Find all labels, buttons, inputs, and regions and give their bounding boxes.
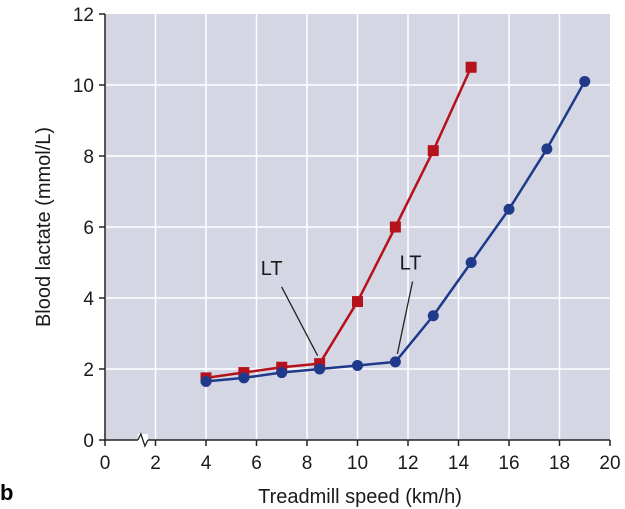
lt-annotation-label: LT [261, 258, 283, 280]
x-tick-label: 2 [150, 453, 161, 474]
x-tick-label: 12 [397, 453, 418, 474]
y-tick-label: 2 [83, 360, 94, 381]
x-tick-label: 14 [448, 453, 470, 474]
data-point [427, 310, 439, 322]
data-point [389, 356, 401, 368]
data-point [200, 375, 212, 387]
x-tick-label: 8 [302, 453, 313, 474]
data-point [314, 363, 326, 375]
series-line [205, 66, 473, 380]
data-point [503, 203, 515, 215]
annotations: LT LT [261, 253, 422, 356]
axes [99, 13, 611, 448]
x-axis-label: Treadmill speed (km/h) [258, 486, 462, 508]
series-layer [200, 61, 591, 387]
lt-leader-line [281, 286, 319, 356]
lt-leader-line [396, 281, 414, 355]
x-tick-label: 20 [599, 453, 620, 474]
x-tick-label: 16 [498, 453, 519, 474]
data-point [541, 143, 553, 155]
y-axis-label: Blood lactate (mmol/L) [33, 127, 55, 327]
y-tick-label: 10 [73, 76, 94, 97]
x-tick-label: 18 [549, 453, 570, 474]
y-tick-label: 4 [83, 289, 94, 310]
x-tick-label: 10 [347, 453, 368, 474]
data-point [276, 367, 288, 379]
tick-labels: 0 2 4 6 8 10 12 0 2 4 6 8 10 12 14 16 18 20 [73, 5, 621, 474]
x-tick-label: 0 [100, 453, 111, 474]
data-point [427, 145, 439, 157]
data-point [352, 359, 363, 371]
data-point [389, 221, 401, 233]
x-tick-label: 4 [201, 453, 212, 474]
data-series [200, 75, 591, 387]
data-point [238, 372, 250, 384]
lt-annotation-label: LT [400, 253, 422, 275]
data-point [465, 61, 477, 73]
data-point [465, 257, 477, 268]
axis-break-mark [137, 432, 149, 448]
x-tick-label: 6 [251, 453, 262, 474]
y-tick-label: 12 [73, 5, 94, 26]
y-tick-label: 0 [83, 431, 94, 452]
data-point [579, 75, 591, 87]
y-tick-label: 8 [83, 147, 94, 168]
panel-label: b [0, 480, 13, 505]
y-tick-label: 6 [83, 218, 94, 239]
data-point [352, 296, 363, 308]
